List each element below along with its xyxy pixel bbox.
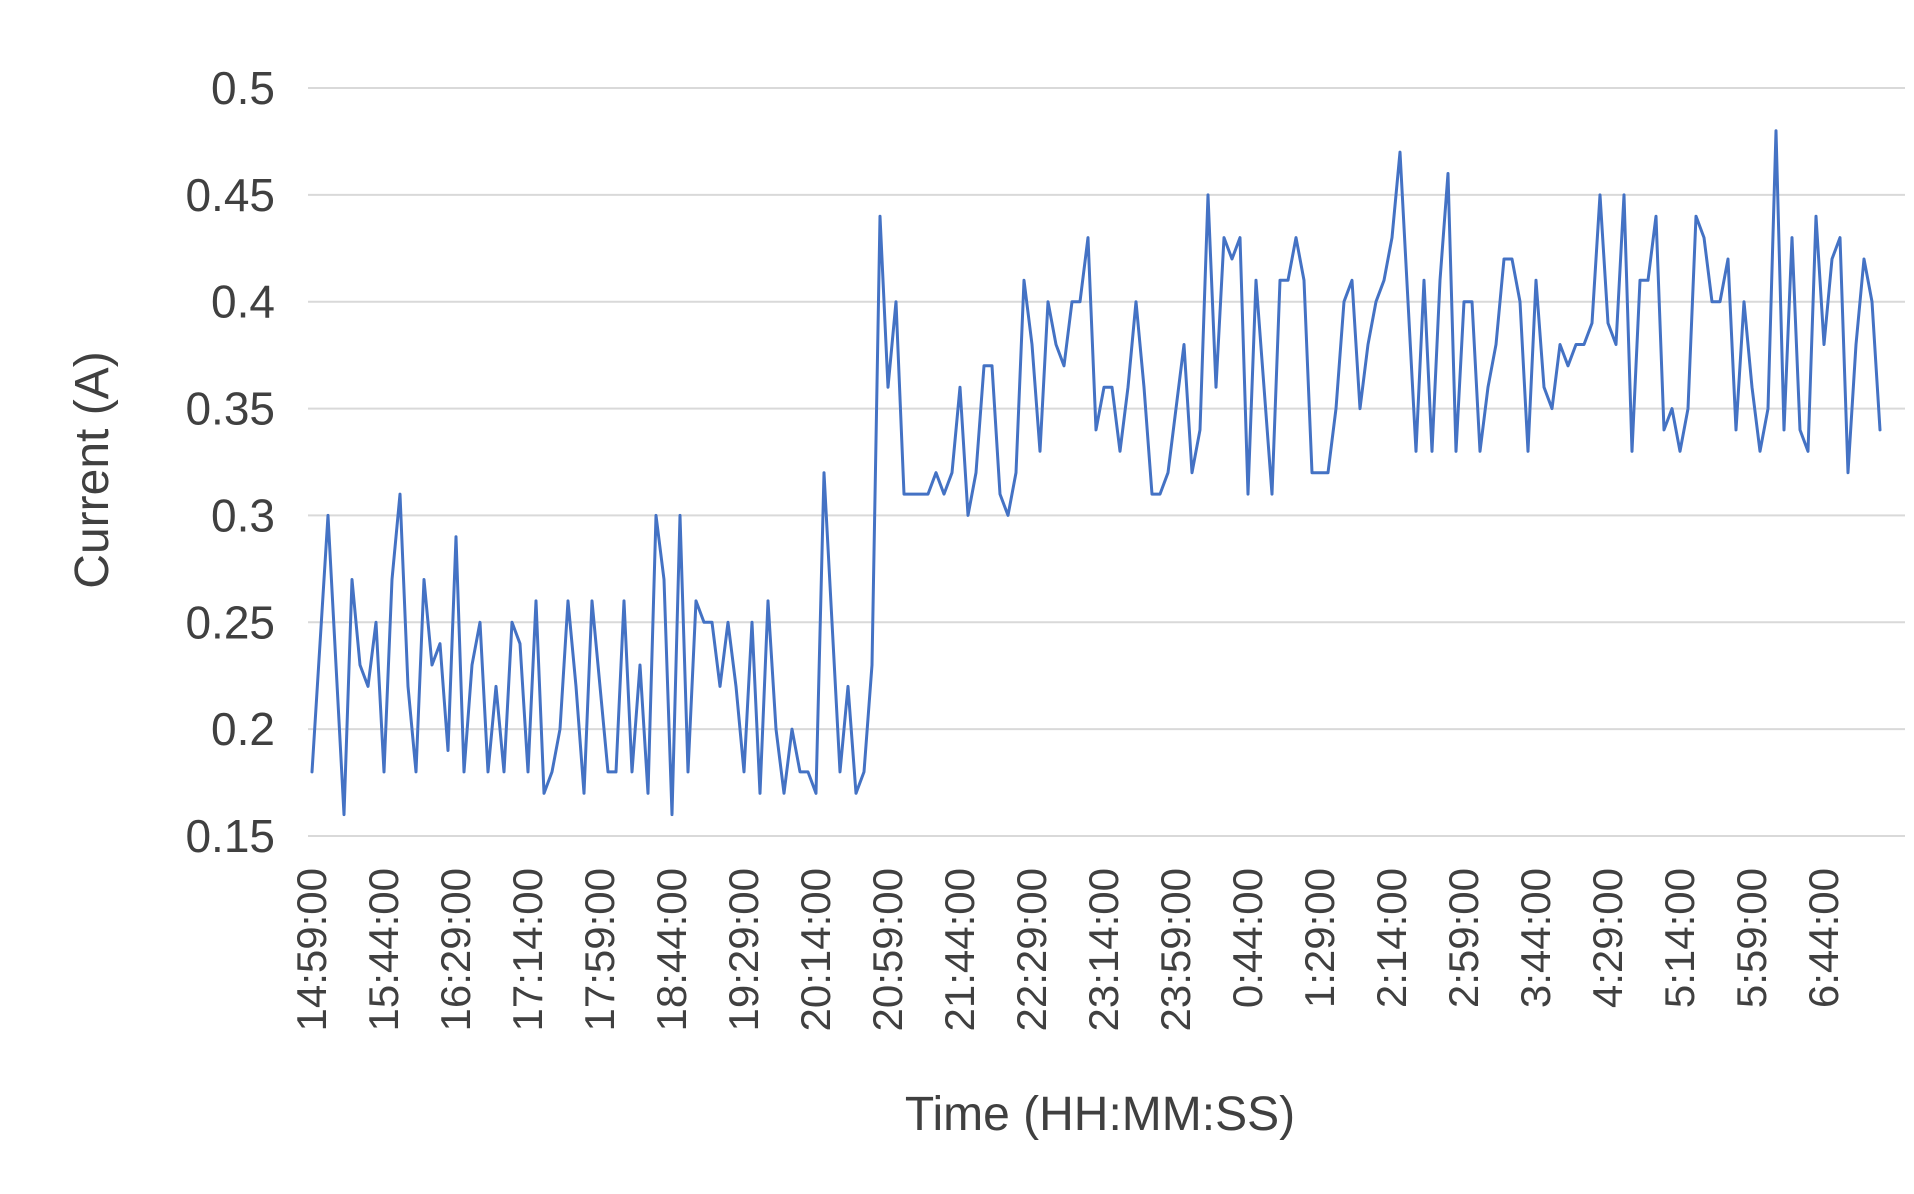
x-tick-label: 17:14:00 [504, 868, 551, 1032]
x-tick-label: 19:29:00 [720, 868, 767, 1032]
x-tick-label: 3:44:00 [1512, 868, 1559, 1008]
x-tick-label: 2:14:00 [1368, 868, 1415, 1008]
x-tick-label: 5:59:00 [1728, 868, 1775, 1008]
y-tick-label: 0.25 [185, 596, 275, 648]
x-axis-title: Time (HH:MM:SS) [905, 1088, 1295, 1141]
x-tick-label: 15:44:00 [360, 868, 407, 1032]
y-tick-label: 0.5 [211, 62, 275, 114]
y-axis-title: Current (A) [66, 351, 119, 588]
x-tick-label: 20:14:00 [792, 868, 839, 1032]
y-tick-label: 0.4 [211, 276, 275, 328]
x-tick-label: 1:29:00 [1296, 868, 1343, 1008]
y-tick-label: 0.15 [185, 810, 275, 862]
x-tick-label: 14:59:00 [288, 868, 335, 1032]
gridlines [308, 87, 1905, 837]
x-tick-label: 20:59:00 [864, 868, 911, 1032]
y-tick-label: 0.2 [211, 703, 275, 755]
x-tick-label: 5:14:00 [1656, 868, 1703, 1008]
y-axis-ticks: 0.15 0.2 0.25 0.3 0.35 0.4 0.45 0.5 [185, 62, 275, 862]
x-tick-label: 23:14:00 [1080, 868, 1127, 1032]
x-tick-label: 17:59:00 [576, 868, 623, 1032]
x-tick-label: 4:29:00 [1584, 868, 1631, 1008]
y-tick-label: 0.3 [211, 489, 275, 541]
y-tick-label: 0.35 [185, 383, 275, 435]
x-tick-label: 16:29:00 [432, 868, 479, 1032]
x-axis-ticks: 14:59:00 15:44:00 16:29:00 17:14:00 17:59:00… [288, 868, 1847, 1032]
y-tick-label: 0.45 [185, 169, 275, 221]
x-tick-label: 0:44:00 [1224, 868, 1271, 1008]
series-line [310, 129, 1882, 817]
series-layer [310, 129, 1882, 817]
x-tick-label: 18:44:00 [648, 868, 695, 1032]
x-tick-label: 21:44:00 [936, 868, 983, 1032]
x-tick-label: 2:59:00 [1440, 868, 1487, 1008]
x-tick-label: 22:29:00 [1008, 868, 1055, 1032]
x-tick-label: 6:44:00 [1800, 868, 1847, 1008]
x-tick-label: 23:59:00 [1152, 868, 1199, 1032]
